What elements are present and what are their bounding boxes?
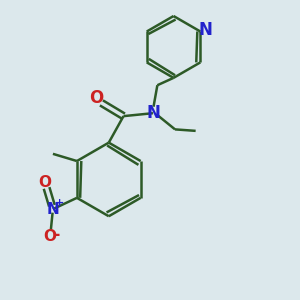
Text: O: O: [43, 230, 56, 244]
Text: N: N: [46, 202, 59, 217]
Text: N: N: [199, 21, 213, 39]
Text: +: +: [55, 198, 64, 208]
Text: O: O: [39, 175, 52, 190]
Text: O: O: [89, 88, 103, 106]
Text: -: -: [53, 226, 61, 244]
Text: N: N: [146, 104, 160, 122]
